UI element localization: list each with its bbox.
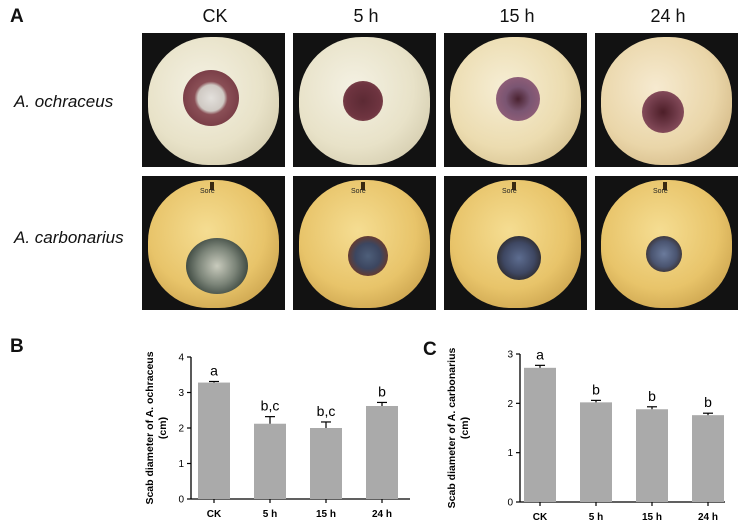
y-tick-label: 2: [507, 399, 513, 410]
column-header-5h: 5 h: [353, 6, 379, 26]
x-tick-label: 24 h: [698, 512, 718, 523]
photo-ochraceus-15h: [444, 33, 587, 167]
photo-carbonarius-5h: Sore: [293, 176, 436, 310]
fruit-sticker: Sore: [653, 188, 668, 195]
lesion-spot: [646, 236, 682, 272]
stem-icon: [663, 182, 667, 190]
row-label-ochraceus: A. ochraceus: [14, 92, 114, 111]
significance-label: b: [648, 388, 656, 404]
significance-label: a: [210, 362, 218, 378]
x-tick-label: 5 h: [263, 509, 277, 520]
significance-label: b: [378, 383, 386, 399]
x-tick-label: 5 h: [589, 512, 603, 523]
panel-label-c: C: [423, 339, 437, 360]
fruit-sticker: Sore: [351, 188, 366, 195]
photo-carbonarius-15h: Sore: [444, 176, 587, 310]
chart-b-ochraceus-scab: 0 1 2 3 4 Scab diameter of A. ochraceus(cm) a C…: [144, 351, 410, 520]
photo-carbonarius-24h: Sore: [595, 176, 738, 310]
lesion-spot: [186, 238, 248, 294]
x-tick-label: CK: [207, 509, 222, 520]
stem-icon: [210, 182, 214, 190]
chart-c-carbonarius-scab: 0 1 2 3 Scab diameter of A. carbonarius(cm) a…: [446, 346, 725, 523]
photo-ochraceus-24h: [595, 33, 738, 167]
bar: [254, 423, 286, 499]
panel-label-a: A: [10, 6, 24, 27]
significance-label: a: [536, 346, 544, 362]
x-tick-label: 15 h: [642, 512, 662, 523]
y-tick-label: 4: [178, 353, 184, 364]
x-tick-label: CK: [533, 512, 548, 523]
y-tick-label: 2: [178, 424, 184, 435]
significance-label: b,c: [317, 403, 336, 419]
y-tick-label: 1: [507, 448, 513, 459]
photo-ochraceus-ck: [142, 33, 285, 167]
bar: [366, 405, 398, 499]
bar: [636, 409, 668, 502]
column-header-24h: 24 h: [650, 6, 686, 26]
y-tick-label: 0: [178, 495, 184, 506]
bar: [310, 428, 342, 499]
column-header-15h: 15 h: [499, 6, 535, 26]
lesion-spot: [183, 70, 239, 126]
photo-carbonarius-ck: Sore: [142, 176, 285, 310]
lesion-spot: [642, 91, 684, 133]
bar: [198, 382, 230, 499]
y-tick-label: 1: [178, 459, 184, 470]
lesion-spot: [496, 77, 540, 121]
fruit-sticker: Sore: [200, 188, 215, 195]
y-tick-label: 0: [507, 498, 513, 509]
photo-ochraceus-5h: [293, 33, 436, 167]
y-tick-label: 3: [507, 350, 513, 361]
significance-label: b,c: [261, 398, 280, 414]
panel-label-b: B: [10, 336, 24, 357]
x-tick-label: 15 h: [316, 509, 336, 520]
bar: [524, 367, 556, 502]
y-tick-label: 3: [178, 388, 184, 399]
significance-label: b: [704, 394, 712, 410]
x-tick-label: 24 h: [372, 509, 392, 520]
bar: [692, 415, 724, 502]
lesion-spot: [497, 236, 541, 280]
lesion-spot: [348, 236, 388, 276]
y-axis-label: Scab diameter of A. carbonarius(cm): [446, 348, 471, 509]
bar: [580, 402, 612, 502]
row-label-carbonarius: A. carbonarius: [14, 228, 124, 247]
fruit-sticker: Sore: [502, 188, 517, 195]
significance-label: b: [592, 381, 600, 397]
stem-icon: [361, 182, 365, 190]
lesion-spot: [343, 81, 383, 121]
stem-icon: [512, 182, 516, 190]
y-axis-label: Scab diameter of A. ochraceus(cm): [144, 351, 169, 504]
column-header-ck: CK: [202, 6, 228, 26]
